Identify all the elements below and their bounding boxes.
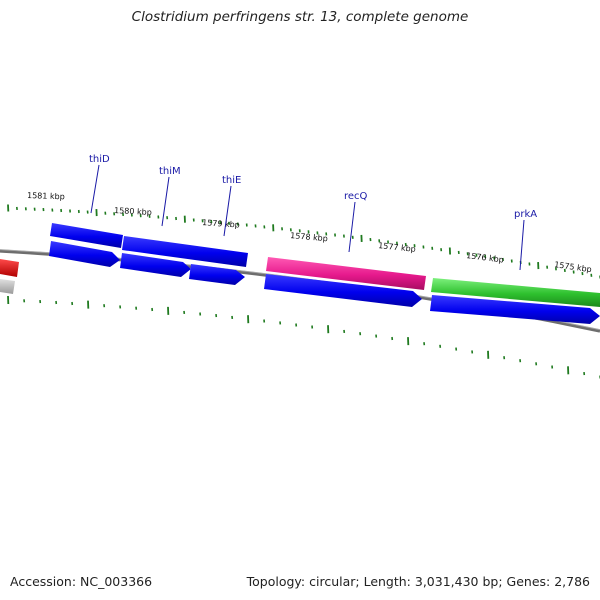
leader-line-recQ [348,201,356,253]
genome-title: Clostridium perfringens str. 13, complet… [131,9,469,25]
leader-line-thiE [223,185,232,237]
scale-ticks-inner [7,295,600,379]
cds-arrow-thiM[interactable] [120,253,191,277]
gene-label-recQ[interactable]: recQ [344,191,368,202]
cds-track [49,241,600,324]
leader-line-thiM [161,176,170,227]
gene-feature-recQ[interactable] [266,257,426,290]
cds-arrow-recQ[interactable] [264,274,422,307]
cds-arrow-thiE[interactable] [189,264,245,285]
gene-label-thiD[interactable]: thiD [89,154,110,165]
cds-arrow-thiD[interactable] [49,241,120,267]
scale-labels: 1581 kbp 1580 kbp 1579 kbp 1578 kbp 1577… [27,191,592,274]
topology-summary-text: Topology: circular; Length: 3,031,430 bp… [246,574,590,589]
scale-label-1578: 1578 kbp [290,231,328,243]
scale-label-1580: 1580 kbp [114,206,152,217]
scale-ticks-outer [7,204,600,279]
gene-label-thiE[interactable]: thiE [222,175,241,186]
gene-labels: thiD thiM thiE recQ prkA [89,154,537,220]
scale-label-1579: 1579 kbp [202,218,240,230]
scale-label-1576: 1576 kbp [466,251,505,265]
gene-feature-prkA[interactable] [431,278,600,307]
leader-line-prkA [519,219,525,271]
accession-text: Accession: NC_003366 [10,574,153,589]
leader-line-thiD [90,164,100,214]
cds-arrow-prkA[interactable] [430,295,600,324]
scale-label-1577: 1577 kbp [378,241,416,254]
gene-label-prkA[interactable]: prkA [514,209,537,220]
gene-feature-thiM[interactable] [122,236,248,267]
gene-label-thiM[interactable]: thiM [159,166,181,177]
scale-label-1581: 1581 kbp [27,191,65,201]
gene-track [0,223,600,307]
gene-label-leaders [90,164,525,271]
gene-feature-red[interactable] [0,259,19,277]
gene-feature-grey[interactable] [0,279,15,294]
gene-feature-thiD[interactable] [50,223,123,248]
